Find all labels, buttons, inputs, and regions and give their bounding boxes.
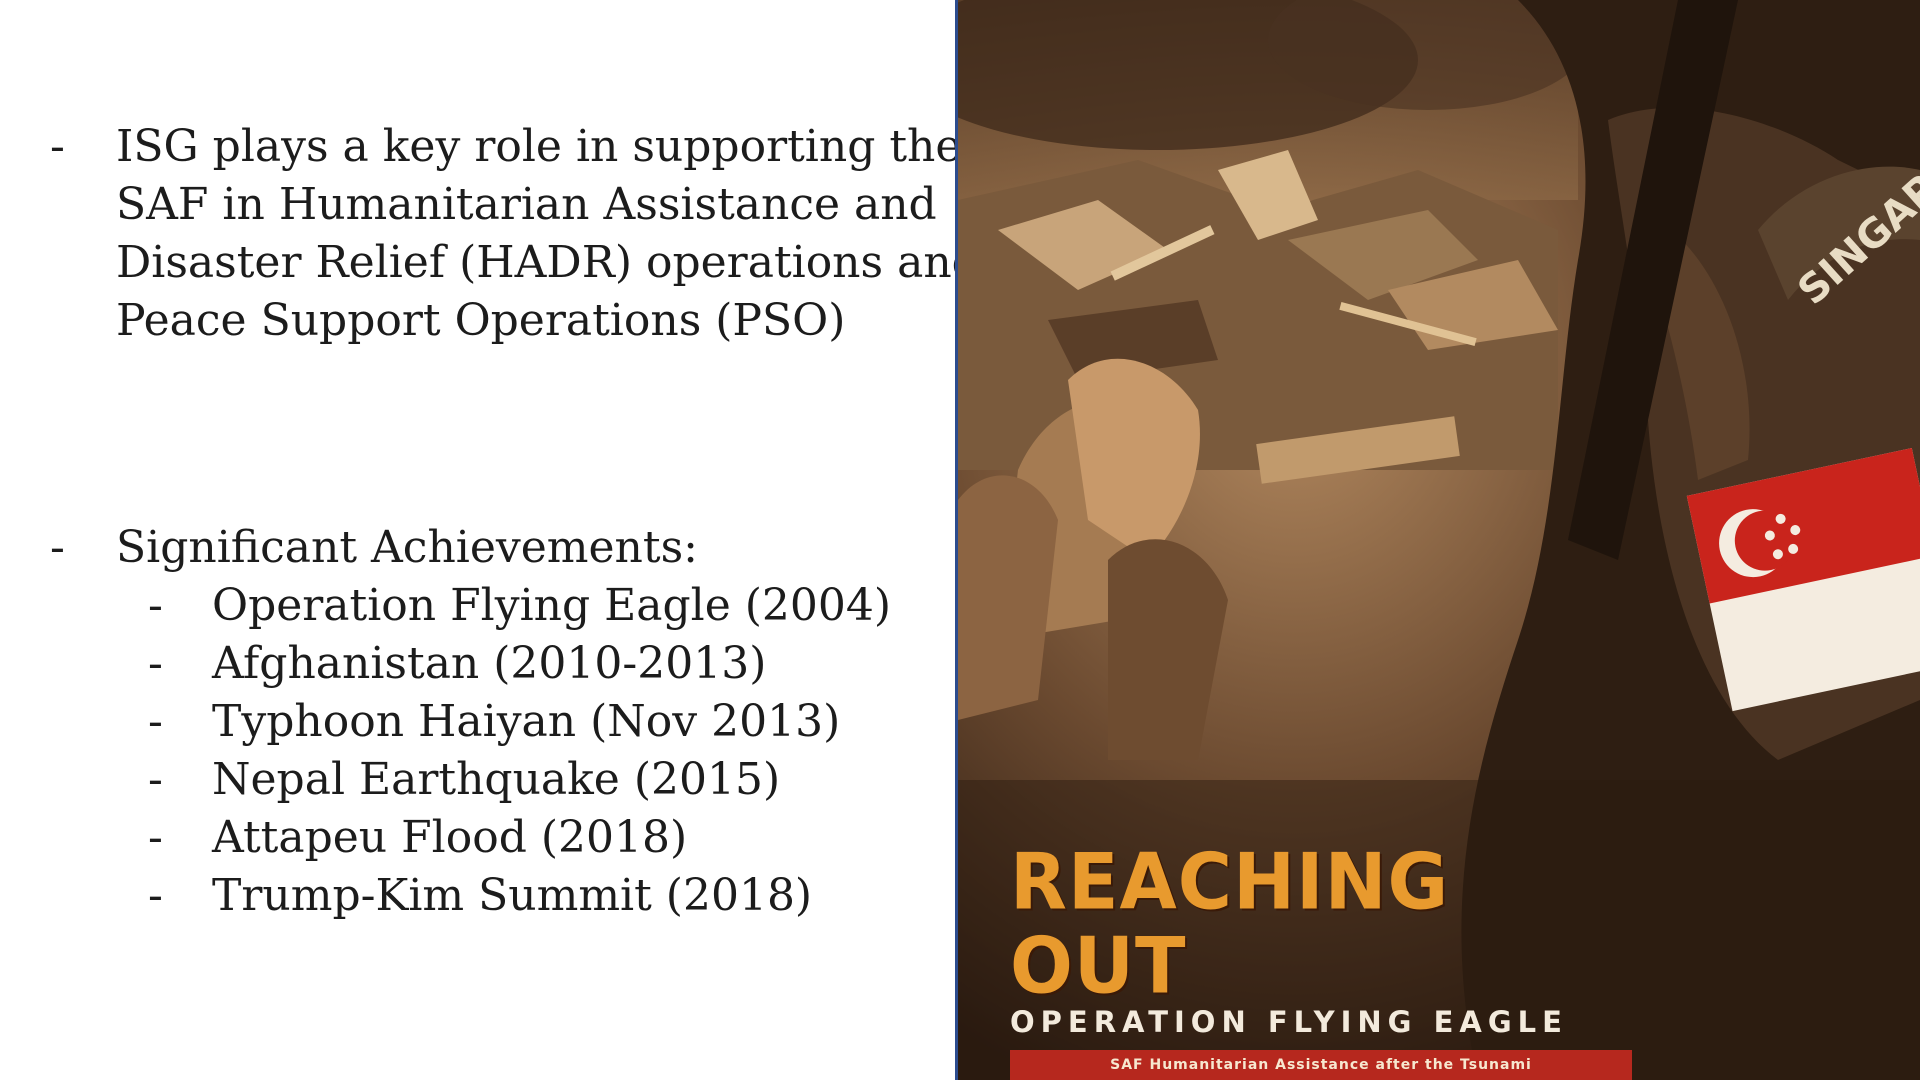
bullet-text-line: Peace Support Operations (PSO) bbox=[116, 295, 846, 346]
achievement-text: Attapeu Flood (2018) bbox=[212, 812, 688, 863]
achievement-text: Trump-Kim Summit (2018) bbox=[212, 870, 813, 921]
cover-title: REACHING OUT bbox=[1010, 836, 1450, 1012]
cover-tagline-band: SAF Humanitarian Assistance after the Ts… bbox=[1010, 1050, 1632, 1080]
bullet-text-line: SAF in Humanitarian Assistance and bbox=[116, 179, 937, 230]
bullet-text-line: Disaster Relief (HADR) operations and bbox=[116, 237, 980, 288]
bullet-dash: - bbox=[50, 121, 65, 172]
sepia-photo-illustration: SINGAP bbox=[958, 0, 1920, 1080]
achievement-text: Operation Flying Eagle (2004) bbox=[212, 580, 892, 631]
book-cover-image: SINGAP REACHING OUT OPERATION FLYING EAG… bbox=[958, 0, 1920, 1080]
sub-bullet-dash: - bbox=[148, 870, 163, 921]
sub-bullet-dash: - bbox=[148, 754, 163, 805]
cover-title-block: REACHING OUT OPERATION FLYING EAGLE SAF … bbox=[1010, 836, 1632, 1080]
achievement-text: Typhoon Haiyan (Nov 2013) bbox=[212, 696, 841, 747]
bullet-text-line: ISG plays a key role in supporting the bbox=[116, 121, 962, 172]
sub-bullet-dash: - bbox=[148, 812, 163, 863]
image-border bbox=[955, 0, 958, 1080]
achievement-text: Afghanistan (2010-2013) bbox=[212, 638, 767, 689]
bullet-dash: - bbox=[50, 522, 65, 573]
achievement-text: Nepal Earthquake (2015) bbox=[212, 754, 781, 805]
sub-bullet-dash: - bbox=[148, 580, 163, 631]
cover-subtitle: OPERATION FLYING EAGLE bbox=[1010, 1005, 1568, 1039]
sub-bullet-dash: - bbox=[148, 638, 163, 689]
singapore-flag-patch bbox=[1686, 448, 1920, 712]
sub-bullet-dash: - bbox=[148, 696, 163, 747]
achievements-heading: Significant Achievements: bbox=[116, 522, 698, 573]
text-column: - ISG plays a key role in supporting the… bbox=[0, 0, 980, 1080]
